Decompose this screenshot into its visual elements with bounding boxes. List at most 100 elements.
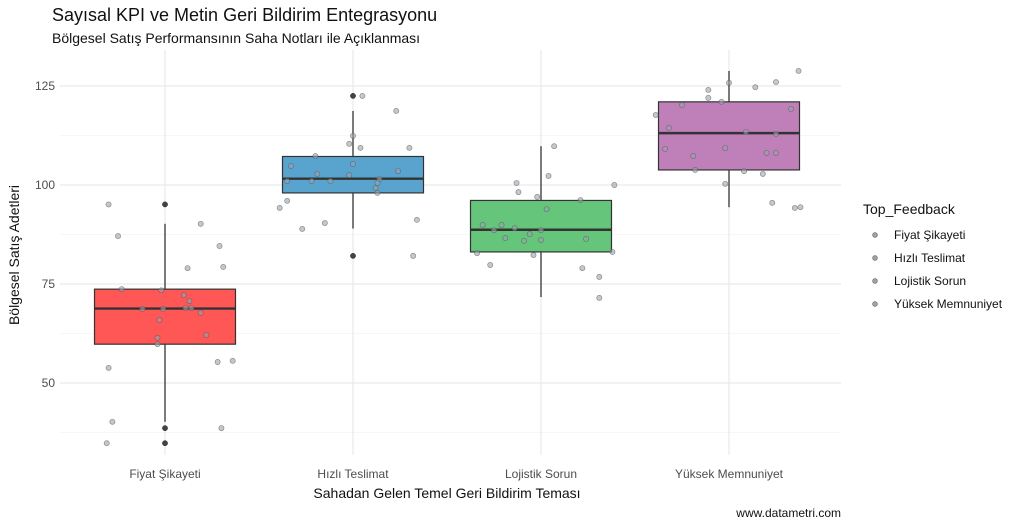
x-tick-label: Lojistik Sorun (505, 467, 577, 481)
legend: Fiyat Şikayeti Hızlı Teslimat Lojistik Sor… (872, 228, 1003, 311)
data-point (538, 237, 544, 243)
data-point (722, 145, 729, 152)
data-point (511, 225, 518, 232)
data-point (769, 199, 776, 206)
data-point (752, 84, 759, 91)
data-point (583, 235, 590, 242)
data-point (543, 206, 550, 213)
data-point (184, 265, 191, 272)
x-tick-label: Hızlı Teslimat (317, 467, 389, 481)
data-point (359, 92, 366, 99)
data-point (218, 425, 225, 432)
data-point (609, 248, 616, 255)
data-point (395, 168, 402, 175)
data-point (186, 298, 193, 304)
data-point (139, 305, 146, 312)
data-point (180, 292, 187, 299)
data-point (498, 222, 505, 228)
data-point (410, 252, 417, 259)
data-point (197, 309, 204, 316)
data-point (773, 130, 779, 137)
data-point (182, 305, 189, 312)
data-point (577, 197, 584, 203)
legend-key (872, 255, 878, 261)
outlier-point (162, 440, 168, 447)
data-point (665, 125, 672, 131)
data-point (284, 197, 291, 204)
data-point (788, 106, 794, 112)
data-point (521, 237, 528, 244)
data-point (214, 359, 221, 365)
data-point (763, 149, 770, 156)
data-point (105, 201, 112, 208)
data-point (350, 161, 356, 167)
data-point (722, 180, 729, 187)
legend-item: Lojistik Sorun (894, 274, 966, 288)
data-point (188, 305, 195, 312)
data-point (115, 233, 121, 240)
data-point (502, 235, 509, 242)
data-point (759, 170, 766, 177)
legend-key (872, 232, 878, 238)
data-point (652, 111, 659, 118)
y-axis-label: Bölgesel Satış Adetleri (6, 185, 22, 325)
data-point (158, 287, 165, 294)
boxes (93, 70, 801, 447)
data-point (596, 273, 603, 280)
data-point (346, 140, 353, 147)
jitter-points (103, 68, 804, 447)
data-point (690, 153, 697, 160)
data-point (413, 216, 420, 223)
data-point (530, 252, 537, 259)
outlier-point (162, 201, 168, 208)
legend-title: Top_Feedback (863, 201, 956, 217)
x-tick-label: Yüksek Memnuniyet (675, 467, 784, 481)
data-point (513, 180, 520, 186)
x-tick-label: Fiyat Şikayeti (129, 467, 200, 481)
data-point (579, 265, 586, 272)
data-point (284, 178, 291, 184)
legend-item: Hızlı Teslimat (894, 251, 966, 265)
data-point (288, 163, 294, 169)
data-point (314, 170, 321, 177)
data-point (538, 227, 544, 234)
data-point (406, 144, 413, 151)
box-2 (469, 199, 613, 253)
data-point (474, 250, 481, 257)
data-point (679, 102, 685, 108)
data-point (515, 189, 522, 196)
caption: www.datametri.com (735, 506, 841, 520)
y-tick-label: 100 (35, 178, 55, 192)
legend-key (872, 278, 878, 284)
data-point (203, 332, 210, 339)
data-point (596, 294, 603, 301)
data-point (154, 334, 161, 341)
data-point (229, 357, 236, 364)
data-point (705, 94, 712, 101)
data-point (321, 220, 328, 226)
data-point (393, 107, 400, 114)
outlier-point (350, 253, 356, 259)
legend-item: Yüksek Memnuniyet (894, 297, 1003, 311)
data-point (705, 87, 712, 93)
legend-item: Fiyat Şikayeti (894, 228, 965, 242)
data-point (374, 180, 381, 186)
y-tick-label: 75 (42, 277, 56, 291)
data-point (773, 149, 779, 156)
data-point (611, 182, 618, 188)
data-point (160, 305, 167, 312)
data-point (220, 264, 227, 270)
outlier-point (350, 93, 356, 99)
data-point (350, 132, 356, 139)
x-axis-ticks: Fiyat Şikayeti Hızlı Teslimat Lojistik Sor… (129, 467, 783, 481)
data-point (692, 167, 699, 173)
data-point (791, 205, 798, 211)
data-point (154, 341, 161, 348)
data-point (156, 317, 163, 323)
data-point (276, 205, 283, 211)
chart-subtitle: Bölgesel Satış Performansının Saha Notla… (52, 30, 420, 46)
data-point (491, 227, 497, 234)
data-point (662, 146, 669, 152)
y-tick-label: 50 (42, 376, 56, 390)
